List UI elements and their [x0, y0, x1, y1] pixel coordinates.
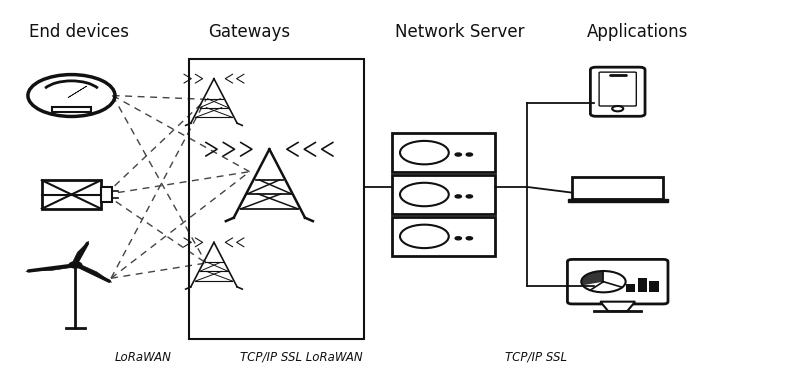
Text: LoRaWAN: LoRaWAN: [114, 351, 171, 364]
Polygon shape: [68, 86, 86, 98]
Text: TCP/IP SSL LoRaWAN: TCP/IP SSL LoRaWAN: [240, 351, 362, 364]
Text: End devices: End devices: [30, 23, 130, 41]
FancyBboxPatch shape: [568, 199, 668, 202]
FancyBboxPatch shape: [572, 177, 663, 199]
Circle shape: [466, 195, 473, 198]
Text: Network Server: Network Server: [394, 23, 524, 41]
Text: Applications: Applications: [587, 23, 688, 41]
Circle shape: [455, 153, 462, 156]
Circle shape: [455, 195, 462, 198]
FancyBboxPatch shape: [650, 281, 659, 292]
FancyBboxPatch shape: [392, 133, 495, 172]
FancyBboxPatch shape: [590, 67, 645, 116]
Polygon shape: [600, 301, 635, 311]
Circle shape: [455, 237, 462, 240]
FancyBboxPatch shape: [638, 278, 647, 292]
Text: TCP/IP SSL: TCP/IP SSL: [505, 351, 567, 364]
FancyBboxPatch shape: [567, 259, 668, 304]
Circle shape: [466, 153, 473, 156]
FancyBboxPatch shape: [599, 72, 636, 106]
FancyBboxPatch shape: [626, 284, 635, 292]
Circle shape: [466, 237, 473, 240]
FancyBboxPatch shape: [42, 180, 101, 209]
FancyBboxPatch shape: [52, 107, 91, 112]
Wedge shape: [582, 271, 603, 285]
FancyBboxPatch shape: [392, 175, 495, 214]
Text: Gateways: Gateways: [209, 23, 290, 41]
FancyBboxPatch shape: [392, 217, 495, 256]
Polygon shape: [26, 265, 77, 271]
Polygon shape: [75, 264, 112, 282]
FancyBboxPatch shape: [101, 187, 112, 202]
Polygon shape: [71, 241, 89, 265]
Circle shape: [69, 262, 82, 268]
